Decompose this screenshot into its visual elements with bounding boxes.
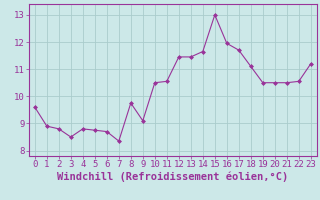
X-axis label: Windchill (Refroidissement éolien,°C): Windchill (Refroidissement éolien,°C) [57, 172, 288, 182]
